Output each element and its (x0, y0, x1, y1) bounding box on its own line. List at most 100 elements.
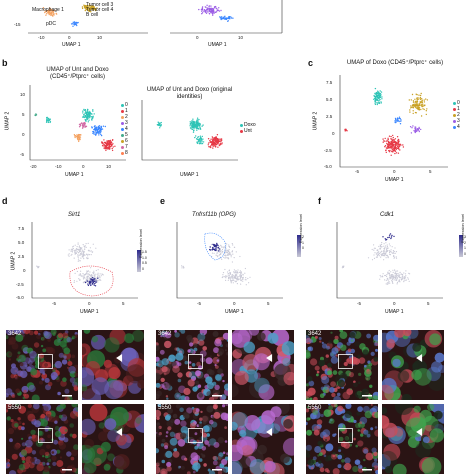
low-expression-dot (223, 256, 225, 258)
cluster-1-dot (394, 152, 396, 155)
cell-stain (322, 429, 331, 437)
cell-stain (364, 410, 373, 419)
low-expression-dot (84, 248, 86, 251)
doxo-cell-dot (189, 127, 192, 129)
cluster-1-dot (391, 140, 394, 142)
cluster-1-dot (390, 141, 392, 144)
cell-stain (21, 437, 24, 440)
cell-stain (330, 404, 337, 408)
low-expression-dot (394, 252, 396, 254)
cell-stain (165, 395, 169, 398)
cell-stain (73, 386, 78, 392)
cell-stain (244, 415, 261, 431)
legend-swatch (453, 107, 456, 111)
panel-f-letter: f (318, 196, 321, 206)
low-expression-dot (403, 281, 405, 283)
low-expression-dot (224, 276, 226, 278)
cluster-3-dot (416, 130, 418, 132)
panel-e-scatter (176, 222, 283, 299)
cell-stain (8, 352, 13, 357)
pdc-cell-dot (73, 22, 75, 25)
cluster-1-dot (108, 148, 111, 150)
cell-stain (53, 439, 59, 445)
low-expression-dot (239, 270, 241, 272)
cell-stain (217, 437, 225, 444)
cell-stain (174, 392, 182, 400)
low-expression-dot (82, 253, 84, 255)
panel-f-scatter (336, 222, 443, 299)
cell-stain (40, 337, 45, 341)
low-expression-dot (70, 248, 72, 250)
cell-dot (212, 7, 214, 10)
micrograph-overview: 5550 (156, 404, 228, 474)
doxo-cell-dot (199, 135, 202, 137)
high-expression-dot (212, 248, 214, 250)
cluster-2-dot (412, 107, 414, 109)
legend-label: 2 (125, 114, 128, 120)
cell-stain (38, 358, 42, 362)
doxo-cell-dot (158, 122, 160, 124)
low-expression-dot (93, 275, 95, 277)
low-expression-dot (83, 258, 85, 260)
cell-stain (161, 366, 168, 373)
low-expression-dot (71, 253, 73, 255)
cell-stain (14, 423, 19, 428)
doxo-cell-dot (195, 135, 197, 137)
low-expression-dot (78, 278, 80, 280)
low-expression-dot (232, 253, 234, 255)
cell-stain (66, 451, 72, 457)
pdc-cell-dot (73, 21, 76, 23)
cluster-2-dot (412, 101, 415, 103)
cluster-2-dot (409, 111, 411, 113)
cell-stain (6, 393, 9, 398)
cell-stain (311, 433, 315, 437)
low-expression-dot (228, 273, 230, 275)
cell-stain (11, 342, 19, 350)
cell-stain (316, 423, 322, 429)
low-expression-dot (405, 279, 407, 281)
cell-stain (73, 377, 78, 386)
low-expression-dot (236, 283, 238, 285)
low-expression-dot (390, 249, 392, 251)
cell-stain (421, 457, 442, 474)
low-expression-dot (396, 277, 398, 279)
low-expression-dot (78, 252, 80, 254)
cell-stain (56, 406, 62, 412)
low-expression-dot (235, 277, 237, 280)
unt-cell-dot (214, 143, 217, 145)
cell-stain (325, 443, 334, 452)
cluster-7-dot (82, 125, 84, 128)
low-expression-dot (386, 274, 388, 276)
cluster-2-dot (412, 104, 414, 106)
cluster-3-dot (418, 126, 420, 129)
cell-stain (199, 421, 202, 424)
cell-stain (365, 368, 372, 375)
low-expression-dot (388, 250, 390, 252)
cell-stain (332, 433, 336, 437)
cell-stain (366, 433, 371, 438)
low-expression-dot (225, 275, 227, 277)
scale-bar (362, 469, 372, 471)
low-expression-dot (407, 278, 409, 280)
cluster-2-dot (414, 101, 417, 103)
low-expression-dot (392, 271, 394, 273)
cell-stain (328, 340, 333, 345)
cluster-1-dot (395, 141, 397, 144)
cell-stain (165, 431, 169, 434)
cluster-2-dot (425, 110, 427, 112)
cluster-4-dot (398, 116, 401, 118)
cell-stain (56, 449, 61, 454)
cell-stain (348, 432, 355, 438)
high-expression-dot (95, 281, 97, 283)
cell-stain (335, 354, 338, 357)
cell-stain (264, 460, 276, 473)
cell-dot (201, 10, 203, 12)
cluster-4-dot (95, 134, 97, 136)
low-expression-dot (394, 278, 396, 280)
legend-label: 3 (125, 120, 128, 126)
cell-dot (206, 4, 208, 7)
legend-label: 7 (125, 144, 128, 150)
low-expression-dot (229, 273, 231, 275)
cell-stain (220, 456, 224, 460)
